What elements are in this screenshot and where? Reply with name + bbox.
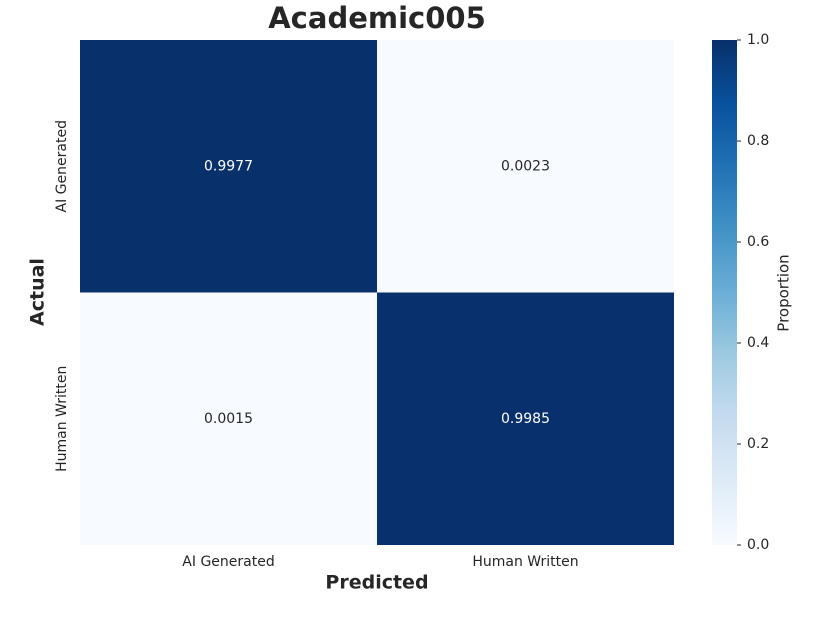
x-axis-label: Predicted: [325, 572, 428, 594]
x-tick-label: AI Generated: [182, 554, 274, 570]
x-tick-label: Human Written: [472, 554, 578, 570]
cell-label: 0.9977: [204, 158, 253, 174]
heatmap-cell: [80, 292, 377, 545]
colorbar-tick-label: 0.4: [747, 335, 769, 351]
y-axis-label: Actual: [27, 258, 49, 326]
heatmap-cell: [377, 40, 674, 293]
colorbar-tick-label: 0.8: [747, 133, 769, 149]
colorbar: [712, 40, 737, 545]
colorbar-tick-label: 0.2: [747, 436, 769, 452]
colorbar-tick-label: 0.0: [747, 537, 769, 553]
chart-title: Academic005: [268, 1, 486, 35]
colorbar-tick-label: 0.6: [747, 234, 769, 250]
y-tick-label: Human Written: [54, 366, 70, 472]
heatmap-cell: [80, 40, 377, 293]
colorbar-label: Proportion: [775, 254, 793, 331]
colorbar-tick-label: 1.0: [747, 32, 769, 48]
cell-label: 0.0023: [501, 158, 550, 174]
cell-label: 0.0015: [204, 411, 253, 427]
y-tick-label: AI Generated: [54, 120, 70, 212]
cell-label: 0.9985: [501, 411, 550, 427]
heatmap-cell: [377, 292, 674, 545]
